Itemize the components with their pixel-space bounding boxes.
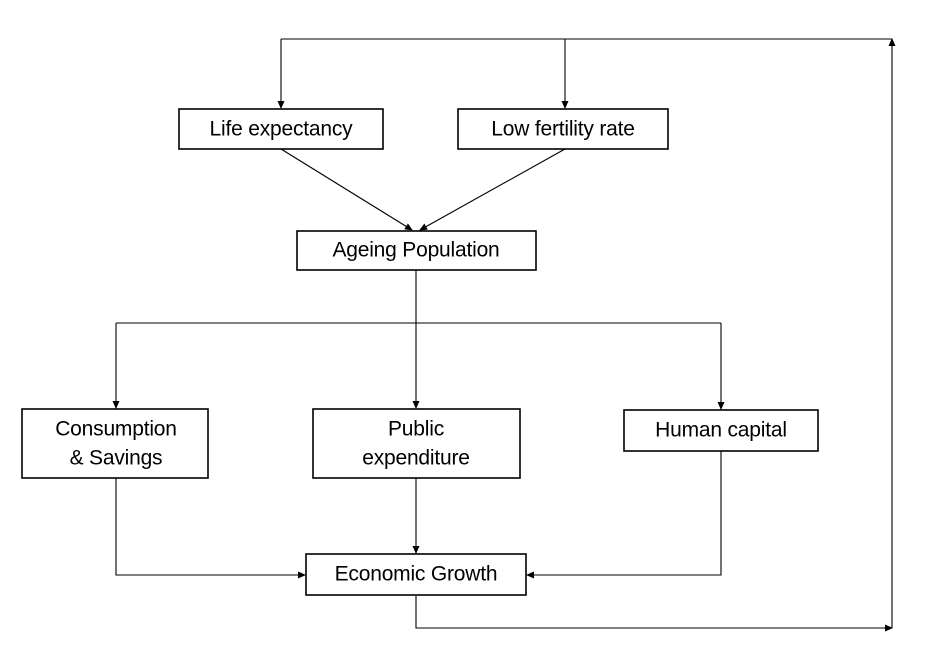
label-economic-growth: Economic Growth bbox=[335, 563, 498, 586]
label-savings: & Savings bbox=[70, 447, 163, 470]
arrow-life-to-ageing bbox=[280, 148, 413, 231]
arrow-fertility-to-ageing bbox=[419, 148, 566, 231]
arrow-human-to-growth bbox=[526, 451, 722, 579]
box-low-fertility-rate: Low fertility rate bbox=[457, 108, 669, 150]
arrow-consumption-to-growth bbox=[115, 478, 306, 579]
box-consumption-savings: Consumption & Savings bbox=[21, 408, 209, 479]
label-public: Public bbox=[388, 418, 444, 441]
box-economic-growth: Economic Growth bbox=[305, 553, 527, 596]
label-life-expectancy: Life expectancy bbox=[210, 118, 354, 141]
box-ageing-population: Ageing Population bbox=[296, 230, 537, 271]
box-life-expectancy: Life expectancy bbox=[178, 108, 384, 150]
label-human-capital: Human capital bbox=[655, 419, 787, 442]
box-public-expenditure: Public expenditure bbox=[312, 408, 521, 479]
label-ageing-population: Ageing Population bbox=[332, 239, 499, 262]
label-consumption: Consumption bbox=[55, 418, 177, 441]
box-human-capital: Human capital bbox=[623, 409, 819, 452]
label-expenditure: expenditure bbox=[362, 447, 470, 470]
feedback-arrow-right bbox=[415, 596, 893, 632]
label-low-fertility-rate: Low fertility rate bbox=[491, 118, 634, 141]
connectors bbox=[112, 38, 896, 632]
